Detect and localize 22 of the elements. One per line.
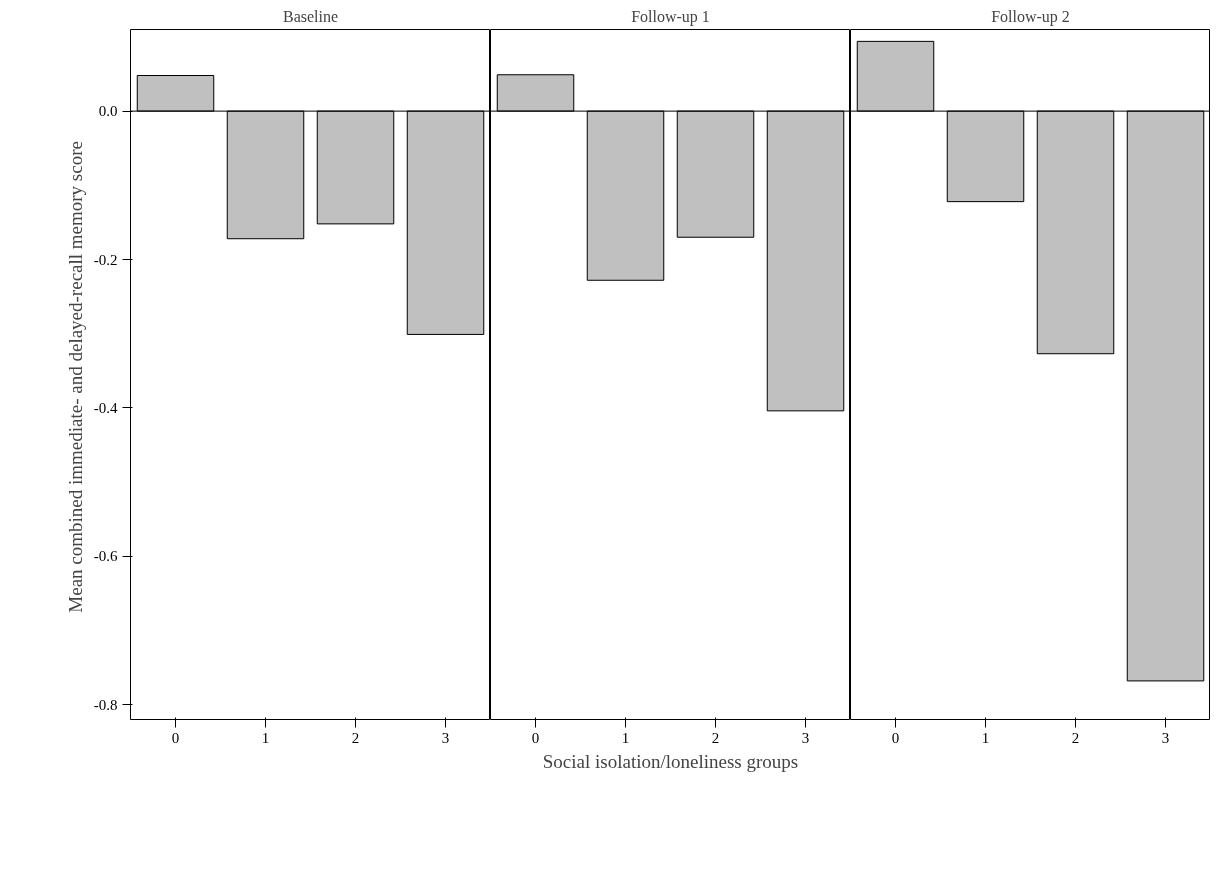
chart-title: Follow-up 2 <box>991 7 1070 26</box>
x-tick-label: 2 <box>711 729 720 746</box>
x-tick-label: 0 <box>891 729 900 746</box>
y-tick-label: -0.2 <box>93 251 118 268</box>
x-tick-label: 0 <box>171 729 180 746</box>
y-tick-label: 0.0 <box>98 103 118 120</box>
y-axis-title: Mean combined immediate- and delayed-recall memory score <box>64 141 86 613</box>
chart-title: Follow-up 1 <box>631 7 710 26</box>
x-tick-label: 3 <box>441 729 450 746</box>
y-tick-label: -0.4 <box>93 399 118 416</box>
x-tick-label: 2 <box>351 729 360 746</box>
x-tick-label: 3 <box>801 729 810 746</box>
x-tick-label: 3 <box>1161 729 1170 746</box>
x-tick-label: 0 <box>531 729 540 746</box>
y-tick-label: -0.8 <box>93 696 118 713</box>
chart-title: Baseline <box>282 7 339 25</box>
x-axis-title: Social isolation/loneliness groups <box>542 750 799 772</box>
x-tick-label: 1 <box>621 729 630 746</box>
x-tick-label: 1 <box>261 729 270 746</box>
y-tick-label: -0.6 <box>93 548 118 565</box>
x-tick-label: 1 <box>981 729 990 746</box>
x-tick-label: 2 <box>1071 729 1080 746</box>
